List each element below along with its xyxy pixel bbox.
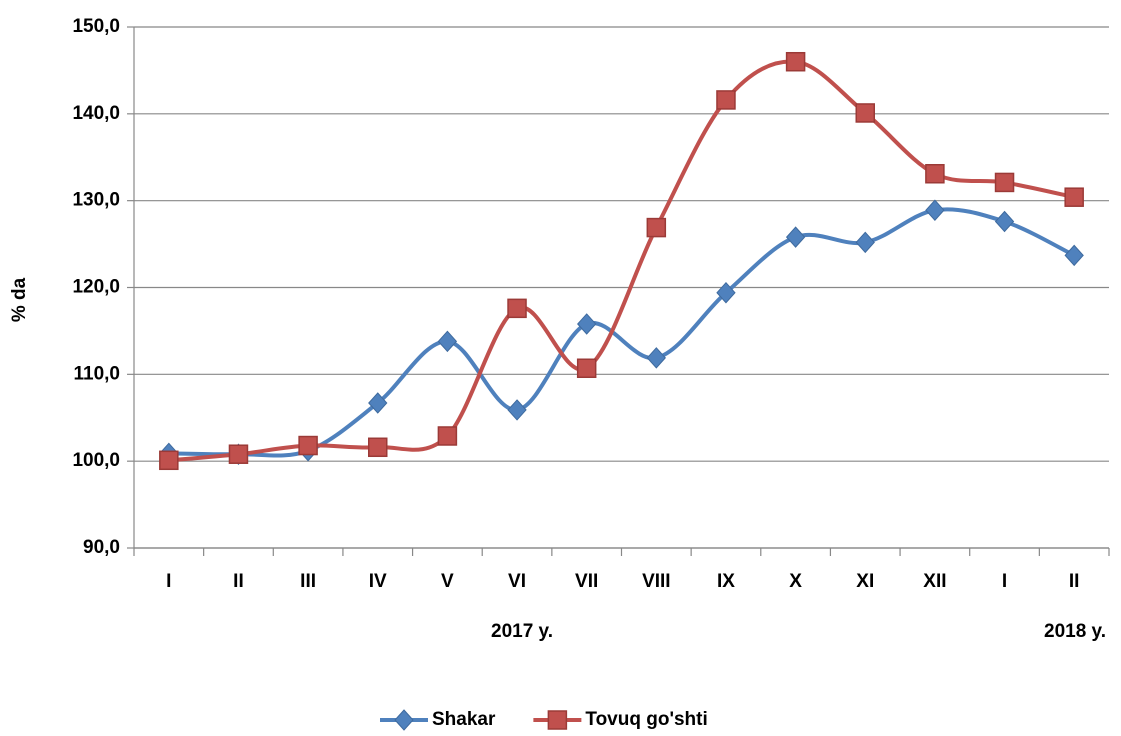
x-tick-label: VIII	[642, 571, 671, 592]
point	[925, 163, 945, 184]
point	[437, 426, 458, 446]
x-tick-label: I	[166, 571, 171, 592]
legend-marker	[394, 709, 414, 731]
point	[437, 330, 458, 353]
legend-marker	[547, 710, 568, 730]
point	[507, 399, 527, 421]
point	[1064, 244, 1084, 267]
point	[716, 90, 736, 110]
x-tick-label: IV	[369, 571, 387, 592]
point	[716, 281, 736, 304]
y-axis-label: % da	[9, 277, 30, 322]
y-tick-label: 130,0	[72, 190, 120, 211]
y-tick-label: 100,0	[72, 450, 120, 471]
point	[785, 226, 806, 248]
x-tick-label: XII	[923, 571, 946, 592]
x-tick-label: V	[441, 571, 454, 592]
point	[1064, 187, 1084, 207]
y-tick-label: 110,0	[74, 363, 121, 384]
point	[228, 444, 249, 464]
point	[855, 103, 875, 123]
point	[298, 435, 318, 456]
legend-label: Shakar	[432, 709, 496, 730]
x-tick-label: VII	[575, 571, 598, 592]
point	[507, 298, 527, 319]
x-tick-label: III	[300, 571, 316, 592]
annotation: 2018 y.	[1044, 621, 1106, 642]
point	[925, 199, 945, 221]
point	[994, 210, 1015, 233]
point	[855, 231, 875, 254]
annotation: 2017 y.	[491, 621, 553, 642]
y-tick-label: 140,0	[72, 103, 120, 124]
point	[994, 172, 1015, 193]
x-tick-label: II	[233, 571, 244, 592]
point	[576, 358, 597, 379]
x-tick-label: I	[1002, 571, 1007, 592]
legend-label: Tovuq go'shti	[585, 709, 707, 730]
series-line	[168, 59, 1075, 463]
y-tick-label: 120,0	[72, 277, 120, 298]
x-tick-label: XI	[856, 571, 874, 592]
point	[646, 217, 667, 238]
x-tick-label: X	[789, 571, 802, 592]
point	[577, 313, 597, 335]
y-tick-label: 150,0	[72, 16, 120, 37]
y-tick-label: 90,0	[83, 537, 120, 558]
point	[368, 392, 388, 414]
point	[646, 347, 666, 369]
x-tick-label: IX	[717, 571, 735, 592]
point	[368, 437, 388, 458]
point	[785, 51, 806, 72]
point	[159, 450, 179, 471]
series-line	[168, 207, 1076, 458]
x-tick-label: VI	[508, 571, 526, 592]
x-tick-label: II	[1069, 571, 1080, 592]
